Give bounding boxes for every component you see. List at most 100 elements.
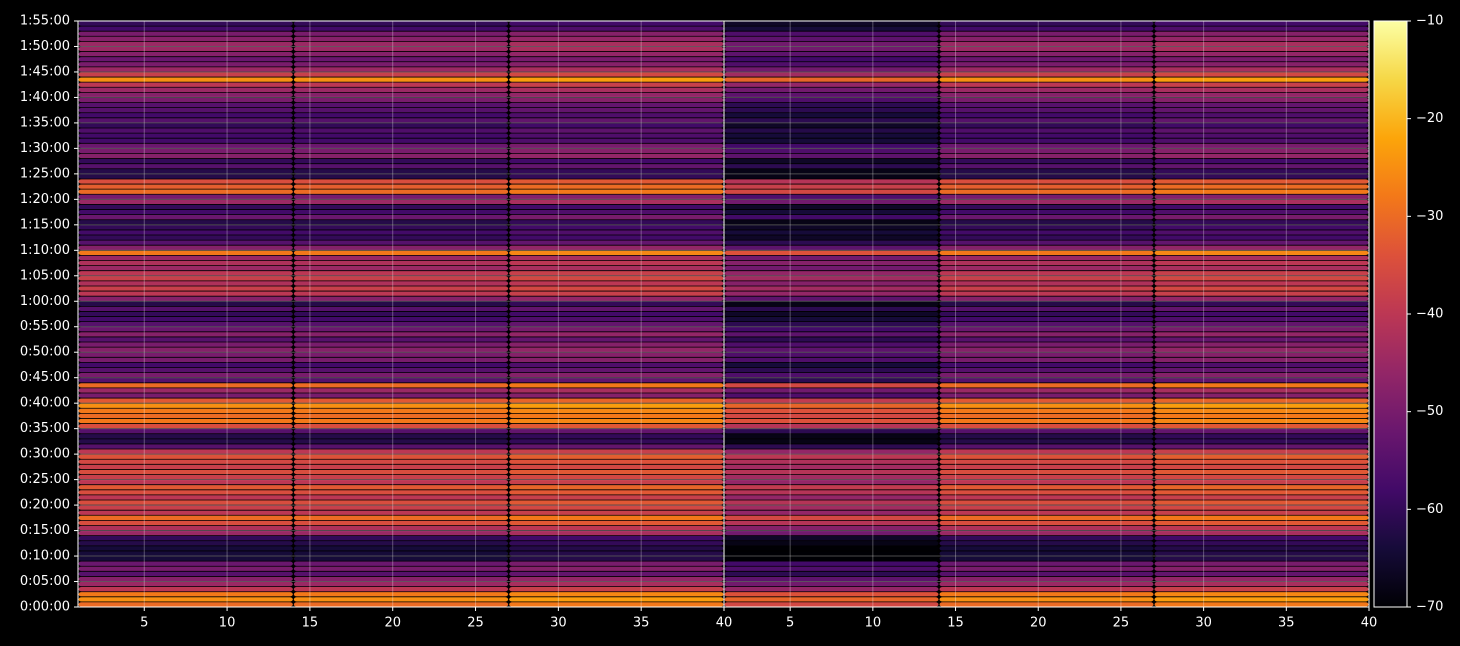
heat-cell (939, 164, 1154, 169)
heat-cell (78, 367, 293, 373)
heat-cell (1154, 408, 1369, 413)
y-tick-label: 0:00:00 (20, 600, 70, 615)
heat-cell (78, 469, 293, 475)
heat-cell (293, 576, 509, 582)
heat-cell (1154, 520, 1369, 526)
heat-cell (724, 123, 939, 128)
heat-cell (1154, 490, 1369, 495)
heat-cell (1154, 551, 1369, 556)
heat-cell (78, 265, 293, 271)
heat-cell (293, 194, 509, 199)
heat-cell (293, 220, 509, 225)
heat-cell (1154, 332, 1369, 337)
heat-cell (939, 352, 1154, 357)
heat-cell (509, 215, 724, 220)
heat-cell (1154, 587, 1369, 592)
heat-cell (939, 245, 1154, 250)
heat-cell (509, 82, 724, 87)
heat-cell (1154, 250, 1369, 255)
heat-cell (939, 108, 1154, 113)
heat-cell (724, 561, 939, 566)
heat-cell (78, 148, 293, 154)
heat-cell (78, 352, 293, 357)
heat-cell (78, 510, 293, 515)
heat-cell (939, 347, 1154, 352)
heat-cell (939, 316, 1154, 322)
heat-cell (293, 383, 509, 388)
heat-cell (1154, 347, 1369, 352)
heat-cell (724, 602, 939, 607)
heat-cell (78, 97, 293, 103)
heat-cell (939, 602, 1154, 607)
heat-cell (939, 393, 1154, 398)
heat-cell (939, 587, 1154, 592)
heat-cell (509, 296, 724, 301)
heat-cell (509, 556, 724, 561)
heat-cell (78, 378, 293, 383)
heat-cell (1154, 322, 1369, 327)
heat-cell (78, 434, 293, 439)
heat-cell (724, 97, 939, 103)
heat-cell (1154, 57, 1369, 62)
heat-cell (293, 118, 509, 123)
heat-cell (1154, 327, 1369, 332)
heat-cell (293, 138, 509, 143)
heat-cell (78, 587, 293, 592)
heat-cell (78, 362, 293, 368)
heat-cell (293, 250, 509, 255)
heat-cell (509, 143, 724, 148)
heat-cell (939, 515, 1154, 520)
heat-cell (293, 230, 509, 235)
heat-cell (509, 92, 724, 98)
heat-cell (509, 469, 724, 475)
heat-cell (724, 265, 939, 271)
heat-cell (293, 204, 509, 210)
heat-cell (293, 199, 509, 205)
heat-cell (1154, 495, 1369, 500)
heat-cell (509, 388, 724, 393)
heat-cell (939, 301, 1154, 306)
heat-cell (939, 57, 1154, 62)
heat-cell (509, 240, 724, 245)
heat-cell (1154, 204, 1369, 210)
heat-cell (509, 362, 724, 368)
heat-cell (1154, 36, 1369, 41)
heat-cell (724, 108, 939, 113)
heat-cell (724, 367, 939, 373)
heat-cell (939, 337, 1154, 342)
heat-cell (78, 21, 293, 26)
heat-cell (1154, 459, 1369, 464)
heat-cell (293, 133, 509, 138)
heat-cell (939, 444, 1154, 449)
heat-cell (509, 250, 724, 255)
y-tick-label: 1:45:00 (20, 64, 70, 79)
heat-cell (1154, 67, 1369, 72)
heat-cell (509, 128, 724, 133)
heat-cell (509, 464, 724, 470)
heat-cell (724, 495, 939, 500)
heat-cell (1154, 240, 1369, 245)
heat-cell (1154, 291, 1369, 296)
heat-cell (724, 373, 939, 378)
heat-cell (939, 459, 1154, 464)
heat-cell (1154, 500, 1369, 505)
y-tick-label: 1:30:00 (20, 141, 70, 156)
heat-cell (293, 97, 509, 103)
y-tick-label: 1:10:00 (20, 243, 70, 258)
heat-cell (939, 26, 1154, 31)
heat-cell (1154, 286, 1369, 291)
heat-cell (1154, 316, 1369, 322)
heat-cell (293, 347, 509, 352)
heat-cell (78, 189, 293, 194)
heat-cell (724, 454, 939, 459)
heat-cell (939, 408, 1154, 413)
heat-cell (939, 51, 1154, 57)
heat-cell (78, 342, 293, 347)
heat-cell (78, 199, 293, 205)
heat-cell (509, 179, 724, 184)
heat-cell (78, 118, 293, 123)
heat-cell (1154, 388, 1369, 393)
x-tick-label: 40 (1361, 616, 1378, 631)
y-tick-label: 1:40:00 (20, 90, 70, 105)
